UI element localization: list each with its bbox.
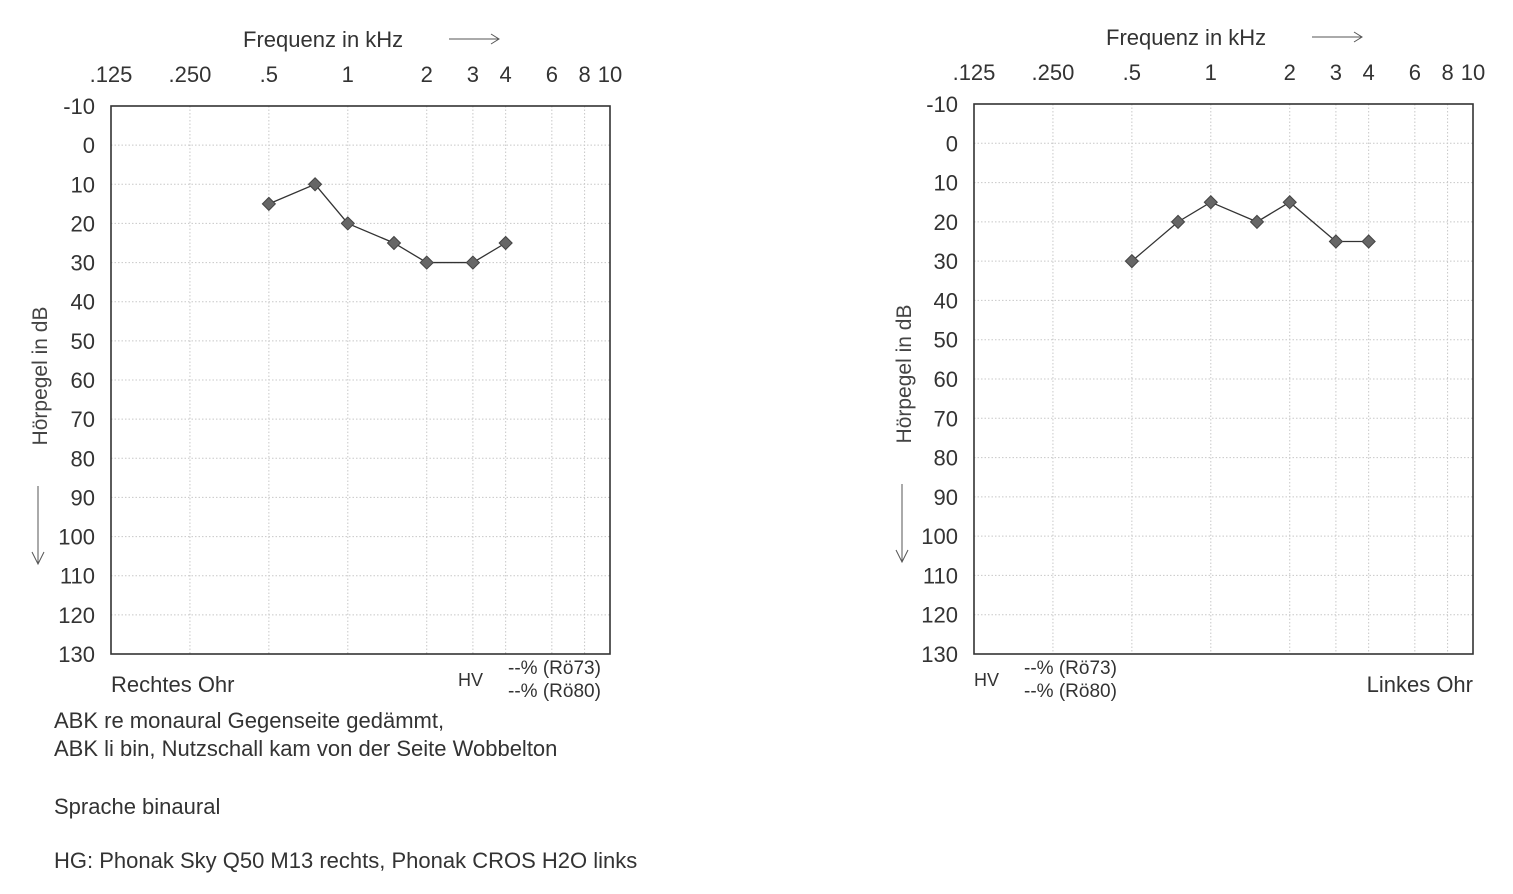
y-axis-arrow-head (895, 549, 909, 564)
y-tick-label: 60 (71, 368, 95, 393)
y-tick-label: 30 (71, 251, 95, 276)
x-axis-arrow-head (490, 33, 500, 45)
data-point (307, 177, 323, 192)
x-tick-label: .250 (1032, 60, 1075, 85)
data-point (1124, 253, 1140, 269)
x-axis-arrow-head (1353, 31, 1363, 43)
y-tick-label: 90 (934, 485, 958, 510)
y-tick-label: 70 (934, 406, 958, 431)
data-point (419, 255, 434, 270)
audiogram-left-ear: .125 .250 .5 1 2 3 4 6 8 10 Frequenz in kHz -10 0 10 2… (893, 25, 1485, 702)
y-tick-label: -10 (63, 94, 95, 119)
note-line-2: ABK li bin, Nutzschall kam von der Seite… (54, 736, 558, 761)
x-tick-label: 6 (546, 62, 558, 87)
y-tick-label: 20 (934, 210, 958, 235)
x-tick-label: 1 (1205, 60, 1217, 85)
y-tick-label: 120 (921, 603, 958, 628)
data-point (498, 235, 513, 251)
x-tick-label: .125 (90, 62, 133, 87)
y-tick-label: 50 (71, 329, 95, 354)
ear-label: Linkes Ohr (1367, 672, 1473, 697)
x-tick-label: 3 (1330, 60, 1342, 85)
x-tick-label: 8 (578, 62, 590, 87)
y-axis-title: Hörpegel in dB (893, 305, 916, 444)
y-tick-label: 70 (71, 407, 95, 432)
x-tick-label: 8 (1441, 60, 1453, 85)
data-point (465, 255, 481, 270)
x-axis-title: Frequenz in kHz (1106, 25, 1266, 50)
x-tick-label: 4 (1363, 60, 1375, 85)
y-tick-label: 10 (71, 172, 95, 197)
data-point (261, 196, 277, 212)
y-tick-label: 100 (58, 525, 95, 550)
hv-label: HV (974, 670, 999, 690)
x-tick-label: 10 (1461, 60, 1485, 85)
y-tick-label: 130 (58, 642, 95, 667)
x-tick-label: .250 (169, 62, 212, 87)
data-point (1361, 234, 1376, 249)
y-axis-title: Hörpegel in dB (29, 307, 52, 446)
y-tick-label: 110 (923, 563, 958, 588)
y-tick-label: 80 (71, 446, 95, 471)
speech-score-label: --% (Rö80) (508, 681, 601, 702)
y-axis-arrow-head (31, 551, 45, 566)
x-tick-label: .125 (953, 60, 996, 85)
x-tick-label: 2 (1284, 60, 1296, 85)
y-tick-label: 90 (71, 485, 95, 510)
series-line (1131, 201, 1369, 262)
y-tick-label: 10 (934, 171, 958, 196)
speech-score-label: --% (Rö73) (508, 658, 601, 679)
data-point (1328, 234, 1344, 249)
x-tick-label: .5 (1123, 60, 1141, 85)
ear-label: Rechtes Ohr (111, 672, 235, 697)
y-tick-label: 40 (71, 290, 95, 315)
plot-frame (973, 103, 1474, 655)
data-point (1170, 214, 1186, 230)
note-line-4: HG: Phonak Sky Q50 M13 rechts, Phonak CR… (54, 848, 638, 873)
x-tick-label: 10 (598, 62, 622, 87)
y-tick-label: 50 (934, 328, 958, 353)
data-point (1249, 214, 1265, 230)
x-tick-label: 1 (342, 62, 354, 87)
x-tick-label: .5 (260, 62, 278, 87)
y-tick-label: 60 (934, 367, 958, 392)
y-tick-label: 110 (60, 564, 95, 589)
y-tick-label: 100 (921, 524, 958, 549)
note-line-3: Sprache binaural (54, 794, 221, 819)
y-tick-label: 80 (934, 446, 958, 471)
hv-label: HV (458, 670, 483, 690)
y-tick-label: 0 (83, 133, 95, 158)
y-tick-label: 40 (934, 288, 958, 313)
data-point (340, 216, 356, 231)
speech-score-label: --% (Rö80) (1024, 681, 1117, 702)
data-point (1203, 195, 1218, 210)
x-axis-title: Frequenz in kHz (243, 27, 403, 52)
x-tick-label: 6 (1409, 60, 1421, 85)
speech-score-label: --% (Rö73) (1024, 658, 1117, 679)
plot-frame (110, 105, 611, 655)
y-tick-label: 130 (921, 642, 958, 667)
x-tick-label: 4 (500, 62, 512, 87)
data-point (1282, 195, 1297, 210)
x-tick-label: 2 (421, 62, 433, 87)
y-tick-label: -10 (926, 92, 958, 117)
y-tick-label: 30 (934, 249, 958, 274)
y-tick-label: 0 (946, 131, 958, 156)
y-tick-label: 20 (71, 211, 95, 236)
audiogram-right-ear: .125 .250 .5 1 2 3 4 6 8 10 Frequenz in kHz -10 0 10 2… (29, 27, 622, 702)
x-tick-label: 3 (467, 62, 479, 87)
note-line-1: ABK re monaural Gegenseite gedämmt, (54, 708, 445, 733)
data-point (386, 235, 402, 251)
y-tick-label: 120 (58, 603, 95, 628)
